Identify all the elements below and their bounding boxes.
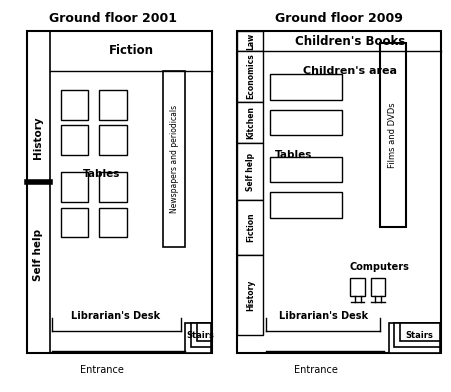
Text: Librarian's Desk: Librarian's Desk	[70, 310, 160, 321]
Bar	[269, 157, 342, 182]
Bar	[237, 255, 262, 335]
Text: Tables: Tables	[275, 150, 312, 160]
Bar	[61, 125, 88, 155]
Bar	[99, 208, 126, 237]
Bar	[162, 71, 185, 247]
Bar	[269, 192, 342, 218]
Bar	[269, 110, 342, 135]
Text: Economics: Economics	[245, 54, 254, 99]
Text: Tables: Tables	[83, 169, 120, 180]
Text: Fiction: Fiction	[108, 44, 153, 58]
Text: Kitchen: Kitchen	[245, 106, 254, 139]
Bar	[99, 172, 126, 202]
Bar	[237, 31, 440, 353]
Bar	[237, 31, 262, 51]
Text: Self help: Self help	[33, 229, 43, 281]
Bar	[99, 125, 126, 155]
Text: Librarian's Desk: Librarian's Desk	[278, 310, 367, 321]
Text: Law: Law	[245, 33, 254, 50]
Text: Ground floor 2001: Ground floor 2001	[49, 12, 177, 25]
Bar	[61, 208, 88, 237]
Text: History: History	[33, 116, 43, 158]
Bar	[237, 143, 262, 200]
Text: Ground floor 2009: Ground floor 2009	[275, 12, 402, 25]
Bar	[388, 323, 438, 353]
Bar	[185, 323, 211, 353]
Text: Children's area: Children's area	[303, 65, 396, 76]
Text: Self help: Self help	[245, 152, 254, 191]
Text: Entrance: Entrance	[294, 365, 338, 376]
Text: Computers: Computers	[349, 261, 409, 272]
Bar	[379, 43, 405, 227]
Text: Films and DVDs: Films and DVDs	[387, 102, 396, 168]
Text: Stairs: Stairs	[405, 332, 432, 340]
Text: Newspapers and periodicals: Newspapers and periodicals	[169, 105, 178, 213]
Bar	[27, 31, 212, 353]
Text: Fiction: Fiction	[245, 212, 254, 242]
Bar	[61, 172, 88, 202]
Bar	[237, 51, 262, 102]
Bar	[99, 90, 126, 120]
Text: Stairs: Stairs	[186, 331, 213, 339]
Bar	[61, 90, 88, 120]
Bar	[237, 102, 262, 143]
Text: Entrance: Entrance	[79, 365, 124, 376]
Bar	[393, 323, 438, 347]
Text: Children's Books: Children's Books	[295, 34, 405, 48]
Bar	[370, 278, 385, 296]
Bar	[269, 74, 342, 100]
Bar	[350, 278, 364, 296]
Bar	[196, 323, 211, 341]
Bar	[190, 323, 211, 347]
Bar	[237, 200, 262, 255]
Bar	[399, 323, 439, 341]
Text: History: History	[245, 279, 254, 311]
